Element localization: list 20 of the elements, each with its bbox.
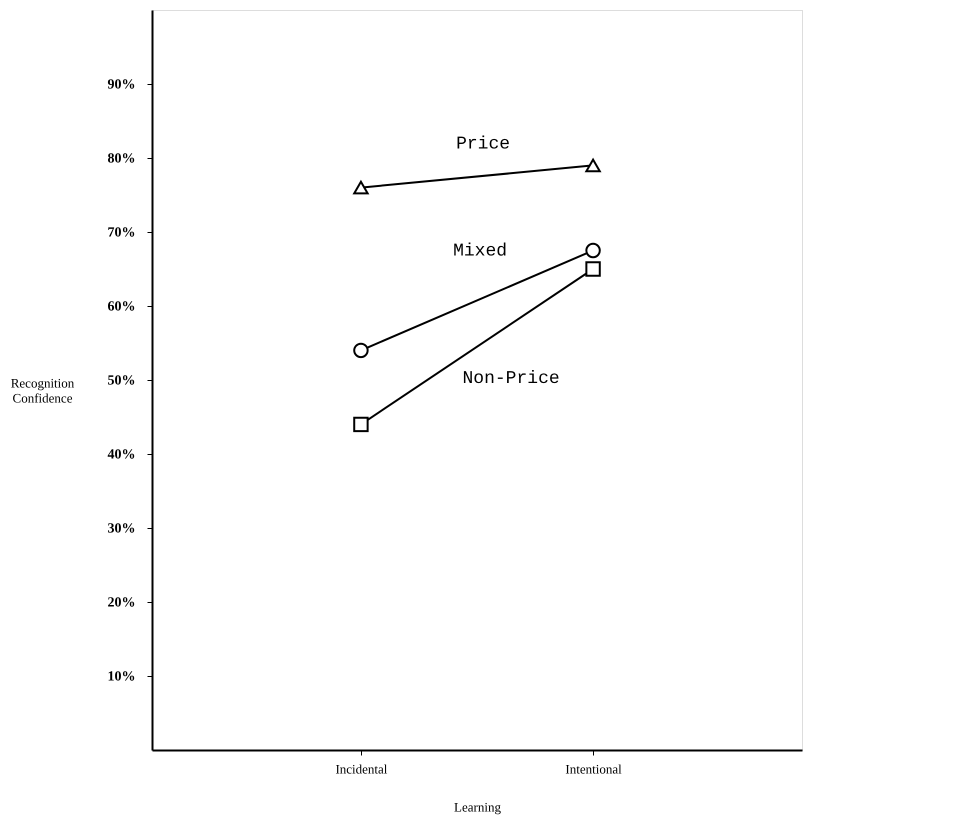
x-tick-label: Incidental bbox=[335, 762, 388, 776]
series-label: Non-Price bbox=[462, 369, 560, 389]
x-tick-label: Intentional bbox=[565, 762, 622, 776]
y-tick-label: 60% bbox=[108, 300, 136, 314]
y-tick-label: 50% bbox=[108, 374, 136, 388]
x-axis-title: Learning bbox=[454, 800, 502, 814]
y-tick-label: 30% bbox=[108, 522, 136, 536]
point bbox=[585, 242, 601, 258]
series-label: Mixed bbox=[453, 242, 508, 262]
point bbox=[585, 261, 601, 277]
y-tick-label: 90% bbox=[108, 78, 136, 92]
point bbox=[353, 416, 369, 432]
y-tick-label: 80% bbox=[108, 152, 136, 166]
point bbox=[353, 342, 369, 358]
y-tick-label: 20% bbox=[108, 596, 136, 610]
y-axis-title: Recognition Confidence bbox=[10, 376, 75, 406]
y-tick-label: 40% bbox=[108, 448, 136, 462]
y-tick-label: 70% bbox=[108, 226, 136, 240]
y-tick-label: 10% bbox=[108, 670, 136, 684]
series-label: Price bbox=[456, 134, 510, 154]
